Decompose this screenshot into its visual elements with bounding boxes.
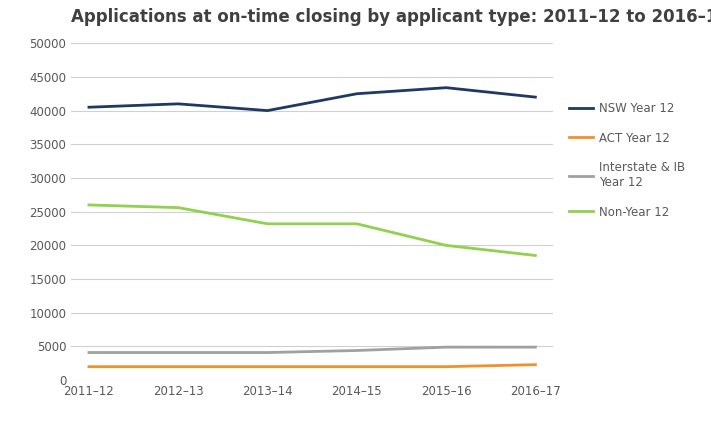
Interstate & IB
Year 12 [353,348,361,353]
Interstate & IB
Year 12 [174,350,183,355]
Non-Year 12 [442,243,450,248]
ACT Year 12 [353,364,361,369]
NSW Year 12 [263,108,272,113]
Non-Year 12 [174,205,183,210]
Legend: NSW Year 12, ACT Year 12, Interstate & IB
Year 12, Non-Year 12: NSW Year 12, ACT Year 12, Interstate & I… [567,100,687,221]
ACT Year 12 [85,364,93,369]
Line: NSW Year 12: NSW Year 12 [89,88,535,111]
NSW Year 12 [174,101,183,106]
Text: Applications at on-time closing by applicant type: 2011–12 to 2016–17: Applications at on-time closing by appli… [71,8,711,26]
Non-Year 12 [85,202,93,207]
ACT Year 12 [531,362,540,367]
Line: Interstate & IB
Year 12: Interstate & IB Year 12 [89,347,535,353]
Non-Year 12 [531,253,540,258]
Interstate & IB
Year 12 [442,345,450,350]
Interstate & IB
Year 12 [85,350,93,355]
NSW Year 12 [85,105,93,110]
Interstate & IB
Year 12 [263,350,272,355]
Interstate & IB
Year 12 [531,345,540,350]
Non-Year 12 [263,221,272,226]
Line: ACT Year 12: ACT Year 12 [89,365,535,367]
NSW Year 12 [531,95,540,100]
Line: Non-Year 12: Non-Year 12 [89,205,535,255]
ACT Year 12 [442,364,450,369]
NSW Year 12 [442,85,450,90]
NSW Year 12 [353,91,361,96]
Non-Year 12 [353,221,361,226]
ACT Year 12 [263,364,272,369]
ACT Year 12 [174,364,183,369]
